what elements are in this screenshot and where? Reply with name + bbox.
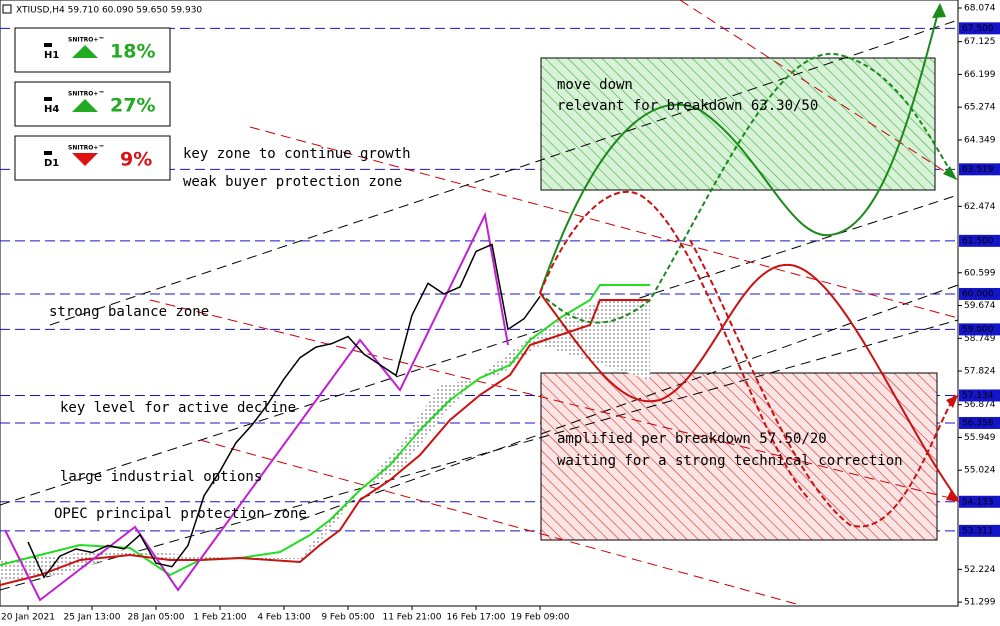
level-tag xyxy=(959,163,1000,176)
arrow xyxy=(946,490,960,502)
sell-zone xyxy=(540,372,938,541)
x-tick-label: 25 Jan 13:00 xyxy=(64,613,121,623)
level-tag xyxy=(959,323,1000,336)
change: 27% xyxy=(110,95,155,117)
trend-arrow xyxy=(72,99,98,112)
chart-title: XTIUSD,H4 59.710 60.090 59.650 59.930 xyxy=(16,6,202,16)
y-tick-label: 66.199 xyxy=(964,70,996,80)
arrow xyxy=(932,3,946,18)
y-tick-label: 68.074 xyxy=(964,4,996,14)
note: move down xyxy=(557,77,633,93)
brand: SNITRO+™ xyxy=(68,91,104,98)
note: relevant for breakdown 63.30/50 xyxy=(557,98,818,114)
note: key zone to continue growth xyxy=(183,146,411,162)
level-label: 60.000 xyxy=(962,289,994,299)
timeframe: D1 xyxy=(44,158,59,169)
level-label: 54.133 xyxy=(962,497,994,507)
level-tag xyxy=(959,22,1000,35)
indicator-box xyxy=(14,27,171,73)
brand: SNITRO+™ xyxy=(68,37,104,44)
trend-arrow xyxy=(72,45,98,58)
arrow xyxy=(943,166,957,180)
x-axis-area xyxy=(0,607,958,626)
indicator-icon xyxy=(44,97,52,101)
y-tick-label: 56.874 xyxy=(964,400,996,410)
indicator-icon xyxy=(44,151,52,155)
price-line xyxy=(27,243,541,579)
x-tick-label: 19 Feb 09:00 xyxy=(510,613,569,623)
level-label: 67.500 xyxy=(962,24,994,34)
channel-lines xyxy=(0,0,959,606)
note: amplified per breakdown 57.50/20 xyxy=(557,431,827,447)
note: strong balance zone xyxy=(49,304,209,320)
y-axis-area xyxy=(959,0,1000,626)
brand: SNITRO+™ xyxy=(68,145,104,152)
forecast-up xyxy=(539,4,941,294)
note: waiting for a strong technical correctio… xyxy=(557,453,903,469)
y-tick-label: 52.224 xyxy=(964,565,996,575)
forecast-up-alt xyxy=(539,52,956,324)
x-tick-label: 20 Jan 2021 xyxy=(1,613,55,623)
level-label: 61.500 xyxy=(962,236,994,246)
senkou-b xyxy=(0,299,650,586)
x-tick-label: 9 Feb 05:00 xyxy=(321,613,375,623)
cloud xyxy=(0,300,650,580)
y-tick-label: 64.349 xyxy=(964,135,996,145)
symbol-icon xyxy=(2,4,12,14)
y-tick-label: 51.299 xyxy=(964,598,996,608)
level-tag xyxy=(959,287,1000,300)
arrow xyxy=(946,395,958,408)
level-label: 63.519 xyxy=(962,165,994,175)
timeframe: H1 xyxy=(44,50,59,61)
x-tick-label: 1 Feb 21:00 xyxy=(193,613,247,623)
buy-zone xyxy=(540,57,936,191)
level-tag xyxy=(959,524,1000,537)
y-tick-label: 57.824 xyxy=(964,367,996,377)
x-tick-label: 11 Feb 21:00 xyxy=(382,613,441,623)
note: OPEC principal protection zone xyxy=(54,506,307,522)
indicator-icon xyxy=(44,43,52,47)
note: key level for active decline xyxy=(60,400,296,416)
y-tick-label: 58.749 xyxy=(964,334,996,344)
change: 9% xyxy=(120,149,152,171)
timeframe: H4 xyxy=(44,104,59,115)
y-tick-label: 67.125 xyxy=(964,37,996,47)
forecast-down-alt xyxy=(539,190,811,501)
y-tick-label: 59.674 xyxy=(964,301,996,311)
level-tag xyxy=(959,389,1000,402)
forecast-down xyxy=(539,263,959,501)
level-tag xyxy=(959,495,1000,508)
y-tick-label: 65.274 xyxy=(964,103,996,113)
change: 18% xyxy=(110,41,155,63)
level-label: 53.311 xyxy=(962,526,994,536)
y-tick-label: 60.599 xyxy=(964,268,996,278)
zigzag xyxy=(4,211,509,602)
note: weak buyer protection zone xyxy=(183,174,402,190)
x-tick-label: 16 Feb 17:00 xyxy=(446,613,505,623)
indicator-box xyxy=(14,81,171,127)
level-tag xyxy=(959,234,1000,247)
y-tick-label: 62.474 xyxy=(964,202,996,212)
trend-arrow xyxy=(72,153,98,166)
forecast-down-alt2 xyxy=(689,239,956,528)
level-tag xyxy=(959,416,1000,429)
level-label: 59.000 xyxy=(962,325,994,335)
y-tick-label: 55.024 xyxy=(964,466,996,476)
x-tick-label: 28 Jan 05:00 xyxy=(128,613,185,623)
x-tick-label: 4 Feb 13:00 xyxy=(257,613,311,623)
note: large industrial options xyxy=(60,469,262,485)
y-tick-label: 55.949 xyxy=(964,433,996,443)
level-label: 56.358 xyxy=(962,418,994,428)
level-label: 57.134 xyxy=(962,391,994,401)
